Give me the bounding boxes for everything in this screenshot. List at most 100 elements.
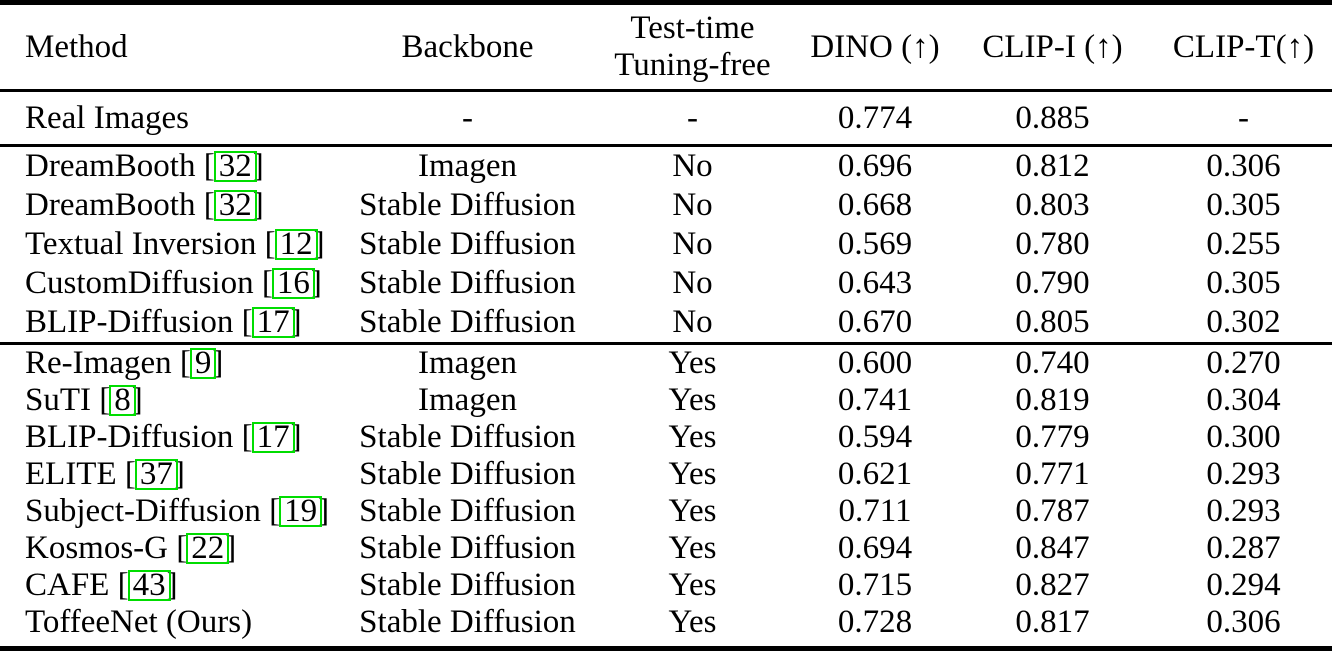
clip-t-cell: 0.300 [1206,419,1281,455]
dino-cell: 0.594 [837,419,913,455]
method-name: Textual Inversion [25,226,257,262]
col-header-backbone: Backbone [401,28,534,65]
cite-close-bracket: ] [173,456,185,492]
clip-t-cell: 0.305 [1206,265,1281,301]
method-cell: CustomDiffusion [16] [0,264,350,303]
backbone-cell: - [462,99,473,136]
tuning-cell: Yes [668,604,717,640]
method-cell: Textual Inversion [12] [0,225,350,264]
backbone-cell: Stable Diffusion [359,226,576,262]
clip-i-cell: 0.740 [1015,345,1090,381]
col-header-tuning-free: Test-time Tuning-free [614,10,771,83]
cite-open-bracket: [ [241,304,253,340]
backbone-cell: Stable Diffusion [359,265,576,301]
method-cell: Kosmos-G [22] [0,530,350,567]
tuning-cell: Yes [668,530,717,566]
method-name: Re-Imagen [25,345,172,381]
table-row: BLIP-Diffusion [17] Stable Diffusion No … [0,303,1332,344]
clip-i-cell: 0.787 [1015,493,1090,529]
table-row: SuTI [8] Imagen Yes 0.741 0.819 0.304 [0,382,1332,419]
clip-t-cell: 0.293 [1206,493,1281,529]
clip-i-cell: 0.779 [1015,419,1090,455]
dino-cell: 0.621 [837,456,913,492]
col-header-clip-t: CLIP-T(↑) [1172,28,1315,65]
citation-link[interactable]: 22 [186,532,230,565]
citation-link[interactable]: 17 [251,306,295,339]
section-tuning-free: Re-Imagen [9] Imagen Yes 0.600 0.740 0.2… [0,344,1332,649]
cite-close-bracket: ] [290,304,302,340]
citation-link[interactable]: 32 [213,189,257,222]
citation-link[interactable]: 17 [251,421,295,454]
method-name: DreamBooth [25,148,196,184]
table-row: Subject-Diffusion [19] Stable Diffusion … [0,493,1332,530]
clip-i-cell: 0.827 [1015,567,1090,603]
method-name: ELITE [25,456,117,492]
tuning-cell: No [672,226,713,262]
table-row: ToffeeNet (Ours) Stable Diffusion Yes 0.… [0,604,1332,649]
backbone-cell: Imagen [418,148,517,184]
citation-link[interactable]: 8 [109,384,136,417]
section-real-images: Real Images - - 0.774 0.885 - [0,91,1332,146]
clip-i-cell: 0.803 [1015,187,1090,223]
backbone-cell: Stable Diffusion [359,456,576,492]
method-cell: DreamBooth [32] [0,146,350,187]
cite-open-bracket: [ [176,530,188,566]
citation-link[interactable]: 19 [279,495,323,528]
tuning-cell: - [687,99,698,136]
clip-t-cell: - [1238,99,1249,136]
table-row: DreamBooth [32] Stable Diffusion No 0.66… [0,186,1332,225]
table-row: CustomDiffusion [16] Stable Diffusion No… [0,264,1332,303]
table-header: Method Backbone Test-time Tuning-free DI… [0,3,1332,91]
cite-open-bracket: [ [124,456,136,492]
tuning-cell: Yes [668,493,717,529]
cite-close-bracket: ] [318,493,330,529]
dino-cell: 0.774 [837,99,913,136]
cite-close-bracket: ] [212,345,224,381]
dino-cell: 0.694 [837,530,913,566]
citation-link[interactable]: 32 [213,150,257,183]
backbone-cell: Stable Diffusion [359,530,576,566]
cite-close-bracket: ] [252,148,264,184]
cite-close-bracket: ] [166,567,178,603]
citation-link[interactable]: 16 [271,267,315,300]
method-cell: ToffeeNet (Ours) [0,604,350,649]
clip-i-cell: 0.819 [1015,382,1090,418]
method-name: Kosmos-G [25,530,169,566]
backbone-cell: Stable Diffusion [359,493,576,529]
clip-i-cell: 0.771 [1015,456,1090,492]
cite-close-bracket: ] [290,419,302,455]
method-cell: Subject-Diffusion [19] [0,493,350,530]
tuning-cell: No [672,304,713,340]
method-cell: DreamBooth [32] [0,186,350,225]
clip-t-cell: 0.306 [1206,604,1281,640]
method-cell: BLIP-Diffusion [17] [0,303,350,344]
table-row: BLIP-Diffusion [17] Stable Diffusion Yes… [0,419,1332,456]
clip-i-cell: 0.790 [1015,265,1090,301]
method-name: BLIP-Diffusion [25,304,234,340]
clip-t-cell: 0.287 [1206,530,1281,566]
method-name: BLIP-Diffusion [25,419,234,455]
col-header-dino: DINO (↑) [810,28,940,65]
method-name: CAFE [25,567,110,603]
citation-link[interactable]: 12 [274,228,318,261]
method-name: Subject-Diffusion [25,493,261,529]
table-row: DreamBooth [32] Imagen No 0.696 0.812 0.… [0,146,1332,187]
clip-t-cell: 0.270 [1206,345,1281,381]
citation-link[interactable]: 43 [127,569,171,602]
citation-link[interactable]: 9 [189,347,217,380]
clip-t-cell: 0.293 [1206,456,1281,492]
method-name: Real Images [25,99,190,136]
cite-open-bracket: [ [261,265,273,301]
table-row: Kosmos-G [22] Stable Diffusion Yes 0.694… [0,530,1332,567]
clip-t-cell: 0.302 [1206,304,1281,340]
clip-i-cell: 0.847 [1015,530,1090,566]
cite-close-bracket: ] [252,187,264,223]
table-row: Textual Inversion [12] Stable Diffusion … [0,225,1332,264]
cite-open-bracket: [ [203,148,215,184]
method-cell: SuTI [8] [0,382,350,419]
cite-close-bracket: ] [225,530,237,566]
table-row: CAFE [43] Stable Diffusion Yes 0.715 0.8… [0,567,1332,604]
citation-link[interactable]: 37 [134,458,178,491]
